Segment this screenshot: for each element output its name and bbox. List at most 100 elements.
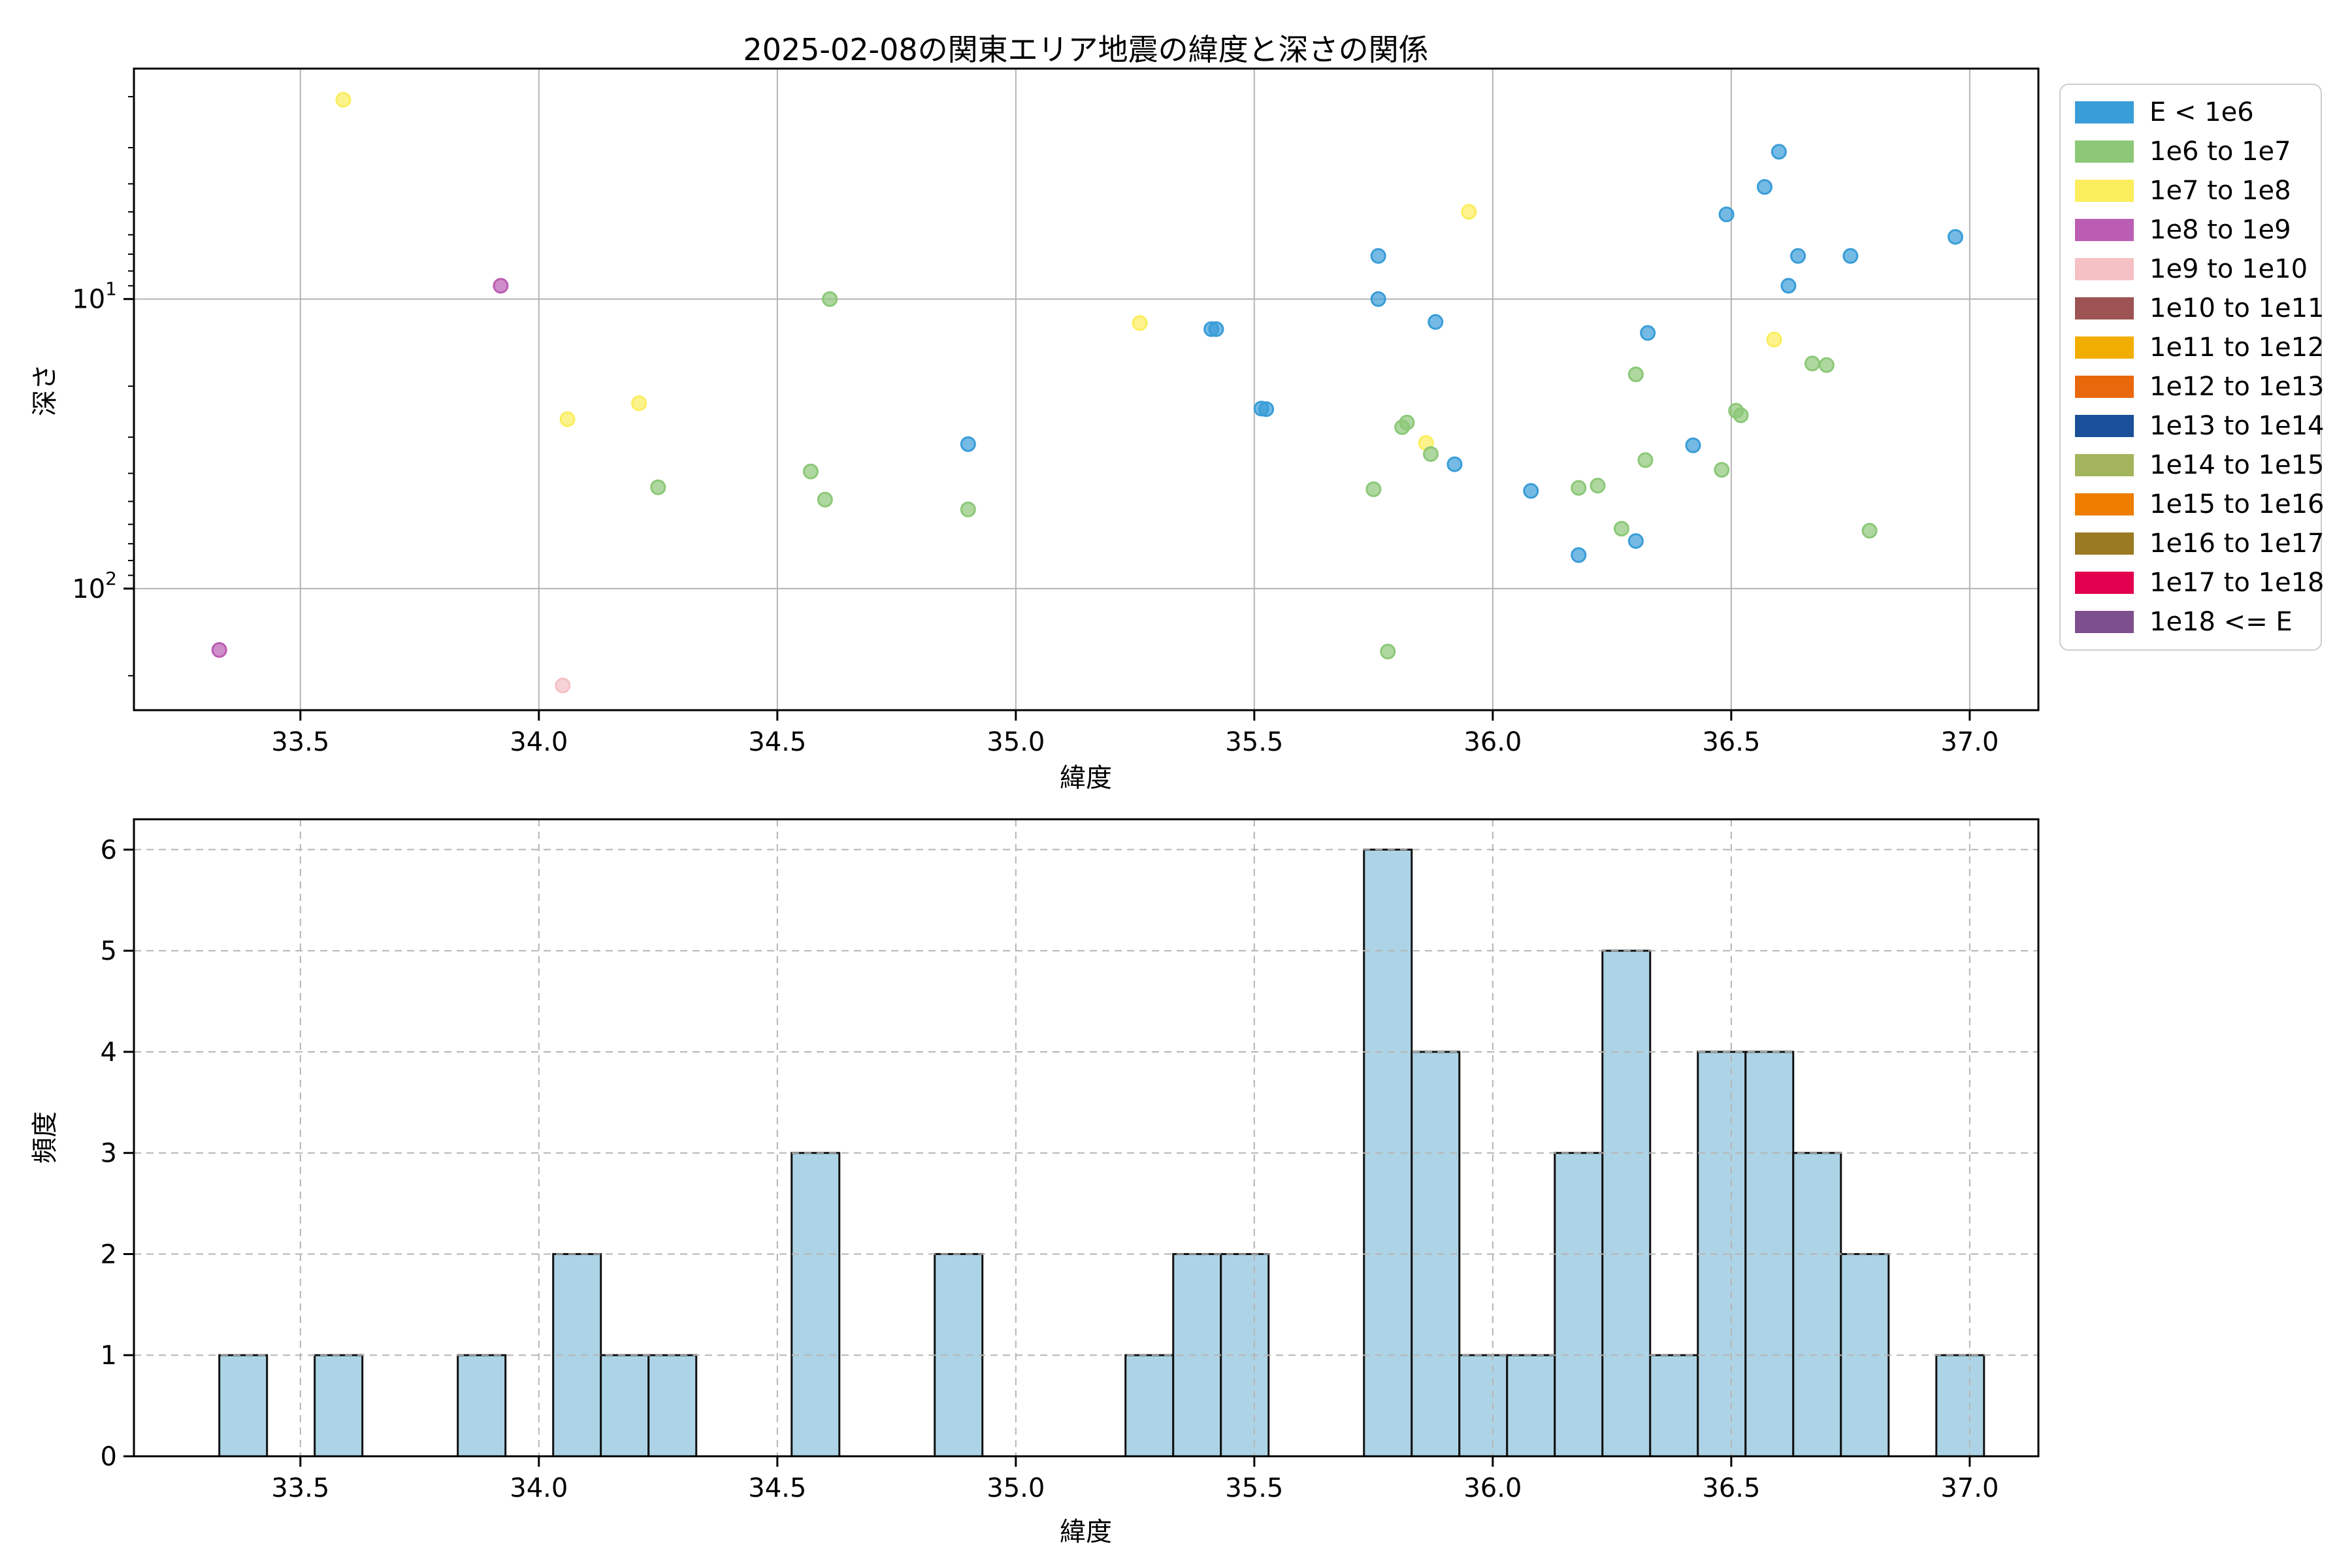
- scatter-x-tick-label: 36.5: [1702, 727, 1760, 757]
- legend-swatch-icon: [2075, 454, 2134, 476]
- histogram-bar: [791, 1152, 841, 1458]
- histogram-bar: [1935, 1354, 1985, 1458]
- scatter-point: [1365, 481, 1382, 497]
- histogram-xlabel: 緯度: [1060, 1517, 1112, 1547]
- scatter-point: [1399, 414, 1415, 431]
- legend-swatch-icon: [2075, 572, 2134, 594]
- scatter-point: [822, 291, 838, 307]
- histogram-x-tick-label: 34.0: [510, 1473, 568, 1503]
- legend-label: 1e15 to 1e16: [2149, 489, 2325, 519]
- histogram-x-tick-label: 33.5: [271, 1473, 329, 1503]
- histogram-y-tick-label: 6: [101, 835, 117, 865]
- scatter-point: [1590, 478, 1606, 494]
- legend-entry: 1e9 to 1e10: [2061, 251, 2321, 287]
- legend-entry: 1e7 to 1e8: [2061, 172, 2321, 209]
- scatter-y-tick-label: 101: [72, 278, 117, 315]
- histogram-bar: [1792, 1152, 1842, 1458]
- scatter-point: [631, 395, 647, 412]
- legend-swatch-icon: [2075, 415, 2134, 437]
- histogram-y-tick-label: 0: [101, 1442, 117, 1472]
- histogram-y-tick-label: 3: [101, 1139, 117, 1169]
- legend-swatch-icon: [2075, 297, 2134, 319]
- legend-label: 1e11 to 1e12: [2149, 333, 2325, 363]
- scatter-point: [1685, 437, 1701, 453]
- legend-swatch-icon: [2075, 376, 2134, 398]
- scatter-x-tick-label: 36.0: [1463, 727, 1522, 757]
- scatter-point: [1523, 483, 1539, 499]
- scatter-point: [1637, 452, 1654, 468]
- histogram-bar: [1124, 1354, 1175, 1458]
- scatter-y-minor-ticks: [128, 95, 134, 677]
- legend-swatch-icon: [2075, 258, 2134, 280]
- scatter-tick-labels: 33.5 34.0 34.5 35.0 35.5 36.0 36.5 37.0 101 102: [72, 278, 1999, 757]
- scatter-point: [1446, 456, 1463, 472]
- legend-swatch-icon: [2075, 180, 2134, 202]
- scatter-point: [1461, 204, 1477, 220]
- histogram-bar: [218, 1354, 269, 1458]
- scatter-point: [1804, 355, 1820, 372]
- histogram-y-tick-label: 4: [101, 1037, 117, 1068]
- histogram-bar: [1554, 1152, 1604, 1458]
- scatter-point: [1818, 357, 1835, 373]
- histogram-bar: [600, 1354, 650, 1458]
- histogram-x-tick-label: 34.5: [748, 1473, 806, 1503]
- legend-swatch-icon: [2075, 611, 2134, 633]
- legend-entry: 1e15 to 1e16: [2061, 486, 2325, 523]
- scatter-point: [493, 278, 509, 294]
- legend-label: 1e9 to 1e10: [2149, 254, 2308, 284]
- histogram-tick-labels: 33.5 34.0 34.5 35.0 35.5 36.0 36.5 37.0 0 1 2 3 4 5 6: [101, 835, 1999, 1503]
- legend-entry: 1e14 to 1e15: [2061, 447, 2325, 483]
- legend-swatch-icon: [2075, 493, 2134, 515]
- legend-entry: 1e8 to 1e9: [2061, 212, 2321, 248]
- scatter-point: [1422, 446, 1439, 462]
- legend-label: E < 1e6: [2149, 97, 2254, 127]
- histogram-bar: [647, 1354, 698, 1458]
- histogram-bar: [1506, 1354, 1556, 1458]
- scatter-x-tick-label: 33.5: [271, 727, 329, 757]
- legend-entry: 1e10 to 1e11: [2061, 290, 2325, 327]
- chart-title: 2025-02-08の関東エリア地震の緯度と深さの関係: [743, 32, 1429, 67]
- scatter-point: [1370, 248, 1386, 264]
- histogram-x-tick-label: 36.0: [1463, 1473, 1522, 1503]
- legend-label: 1e16 to 1e17: [2149, 529, 2325, 559]
- scatter-point: [1132, 315, 1148, 331]
- scatter-point: [1756, 179, 1772, 195]
- scatter-point: [1613, 521, 1629, 537]
- histogram-bar: [314, 1354, 364, 1458]
- legend-label: 1e13 to 1e14: [2149, 411, 2325, 441]
- legend-entry: 1e17 to 1e18: [2061, 564, 2325, 601]
- scatter-point: [1627, 366, 1644, 382]
- legend-swatch-icon: [2075, 532, 2134, 555]
- scatter-point: [1380, 644, 1396, 660]
- legend-swatch-icon: [2075, 101, 2134, 123]
- scatter-point: [1714, 462, 1730, 478]
- scatter-point: [1771, 144, 1787, 160]
- scatter-point: [1947, 229, 1963, 245]
- histogram-y-tick-label: 5: [101, 936, 117, 966]
- histogram-bar: [457, 1354, 507, 1458]
- histogram-y-tick-label: 2: [101, 1239, 117, 1269]
- scatter-point: [1258, 401, 1275, 417]
- histogram-x-tick-label: 35.5: [1225, 1473, 1283, 1503]
- legend-entry: 1e6 to 1e7: [2061, 133, 2321, 170]
- scatter-point: [960, 436, 976, 452]
- scatter-point: [1733, 407, 1749, 423]
- legend-entry: 1e18 <= E: [2061, 604, 2321, 640]
- histogram-ylabel: 頻度: [30, 1111, 60, 1164]
- legend-label: 1e10 to 1e11: [2149, 293, 2325, 323]
- scatter-point: [1780, 278, 1797, 294]
- histogram-gridlines: [134, 819, 2038, 1456]
- scatter-point: [1208, 321, 1224, 337]
- scatter-xlabel: 緯度: [1060, 763, 1112, 793]
- scatter-point: [1790, 248, 1806, 264]
- legend-label: 1e17 to 1e18: [2149, 568, 2325, 598]
- legend-label: 1e7 to 1e8: [2149, 176, 2291, 206]
- legend-entry: 1e12 to 1e13: [2061, 368, 2325, 405]
- legend: E < 1e6 1e6 to 1e7 1e7 to 1e8 1e8 to 1e9 1e9…: [2059, 84, 2325, 651]
- scatter-point: [559, 411, 576, 427]
- scatter-point: [1627, 533, 1644, 549]
- scatter-y-tick-label: 102: [72, 568, 117, 604]
- scatter-point: [555, 678, 571, 694]
- histogram-bar: [1458, 1354, 1509, 1458]
